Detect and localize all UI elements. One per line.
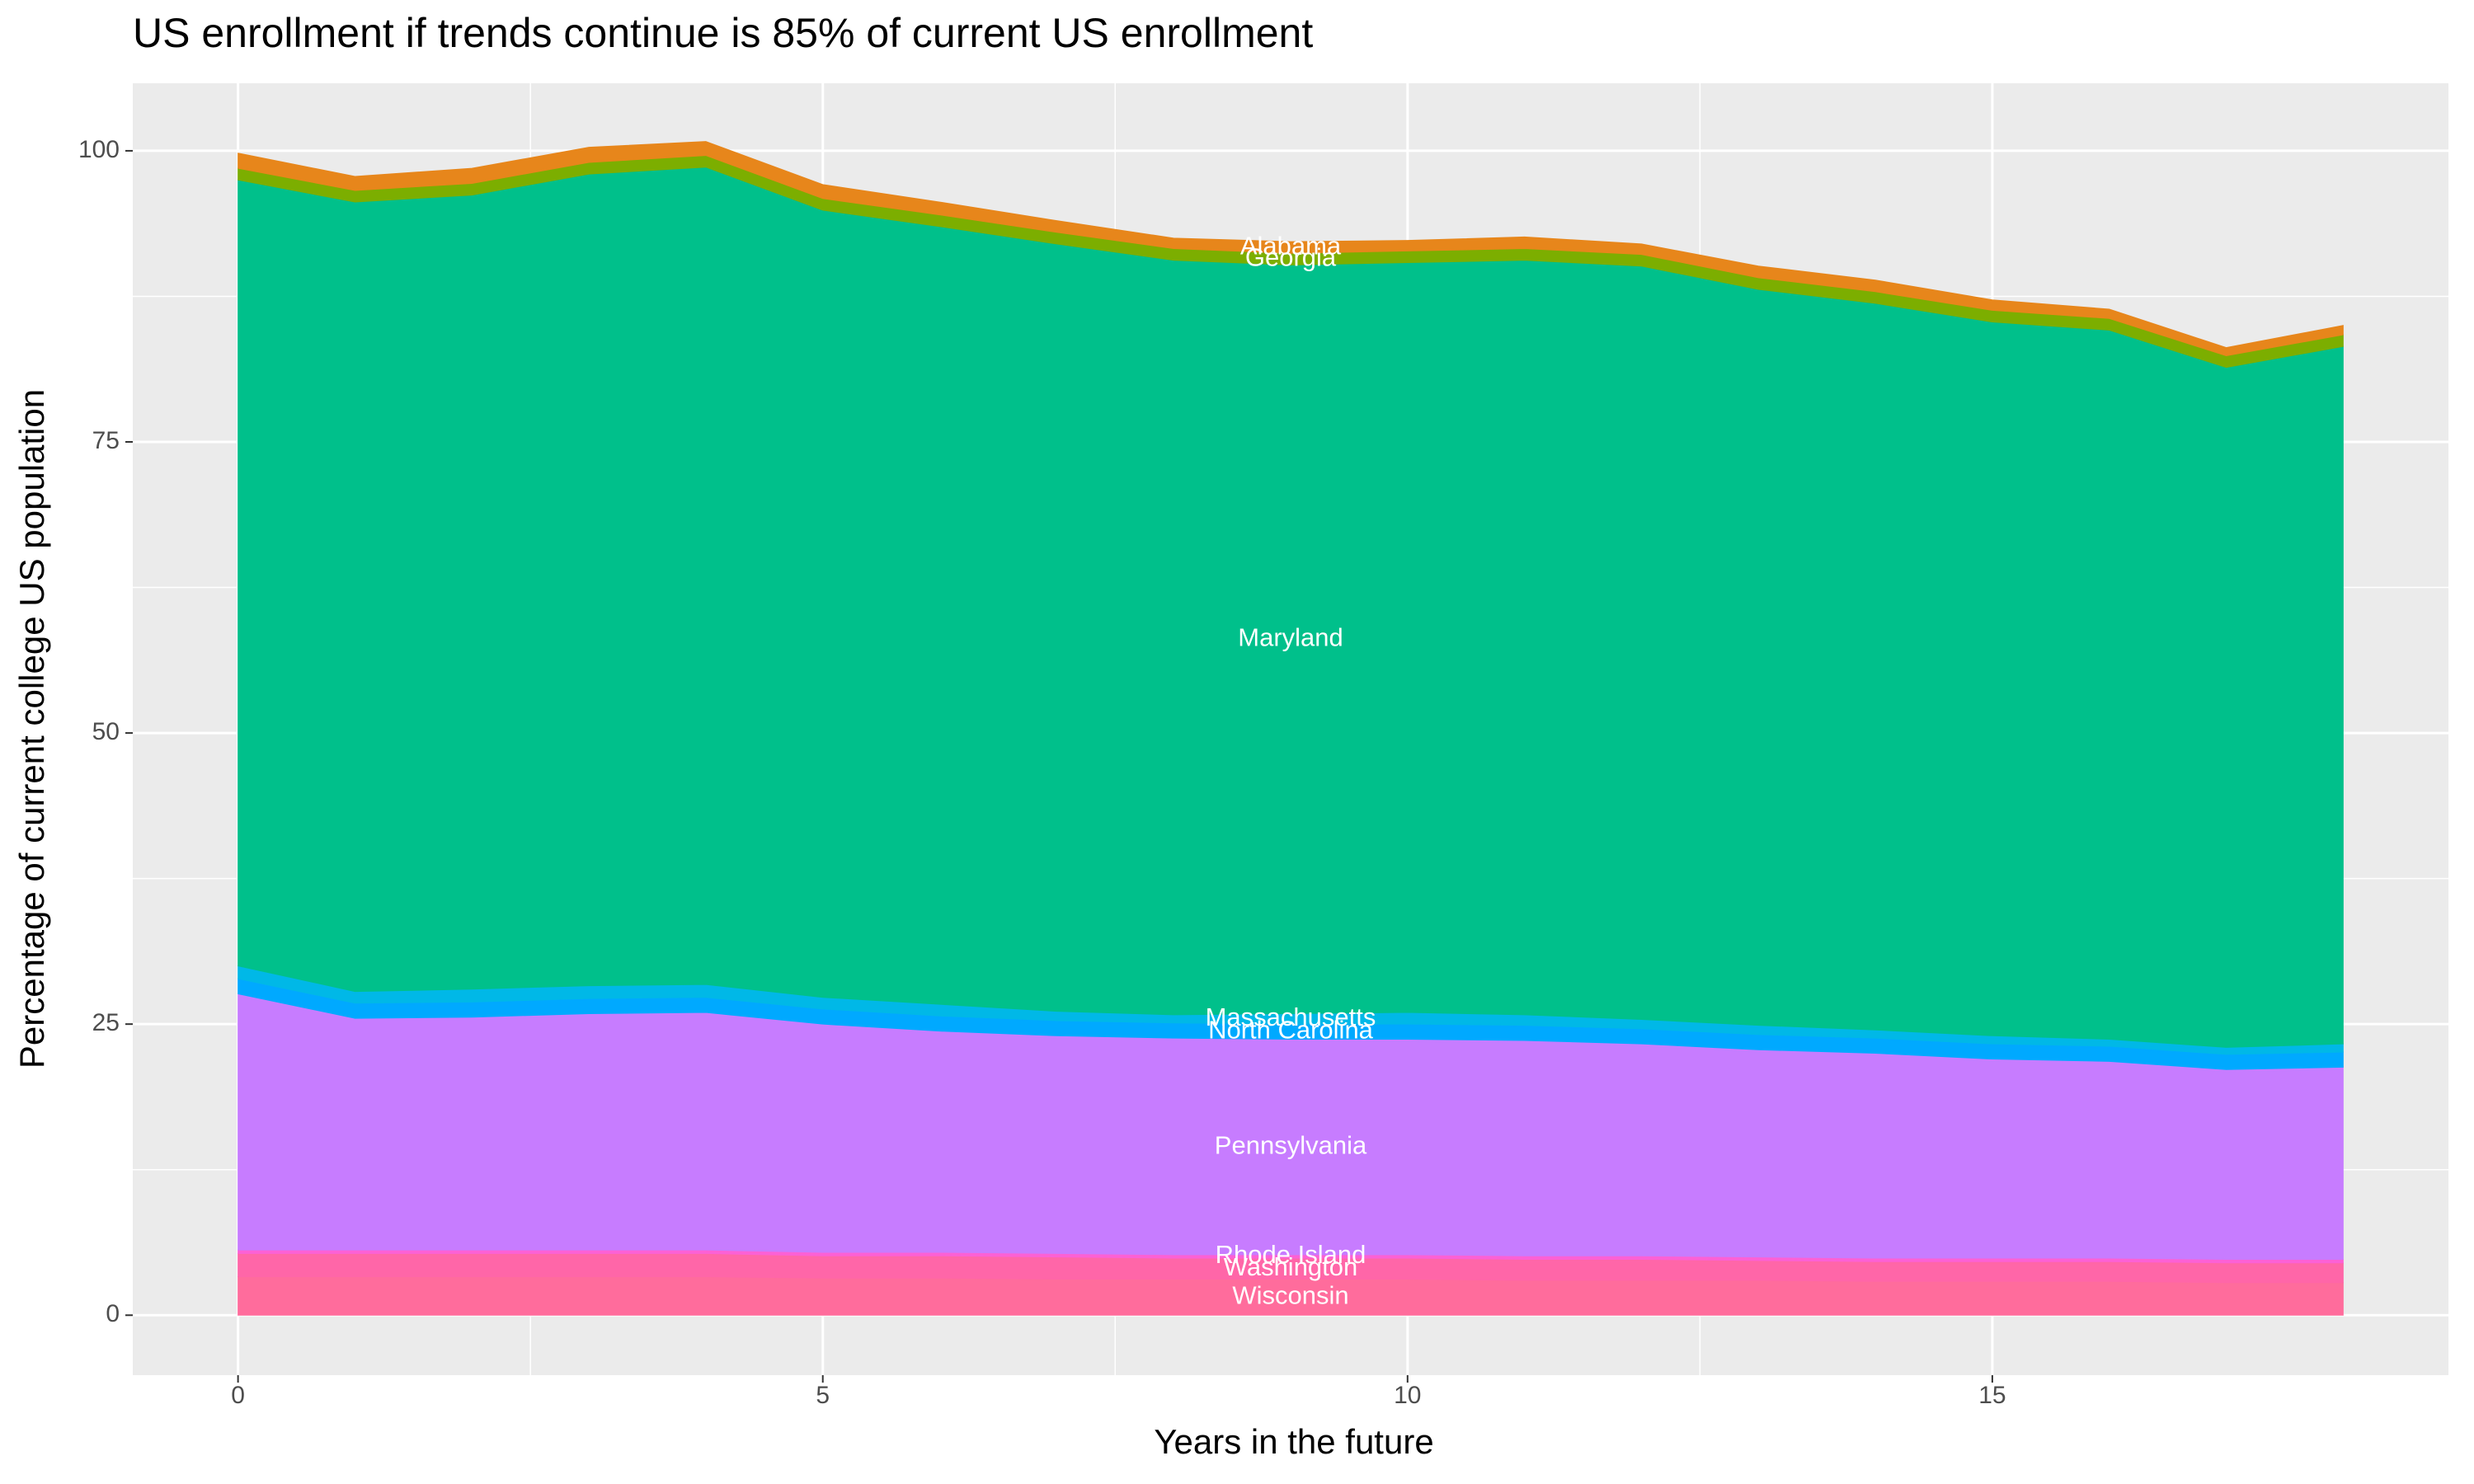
y-tick-label: 0 [106, 1300, 120, 1327]
area-label: Massachusetts [1206, 1003, 1376, 1031]
area-label: Wisconsin [1232, 1281, 1348, 1310]
area-label: Alabama [1240, 231, 1342, 260]
area-label: Georgia [1245, 242, 1337, 271]
area [238, 141, 2344, 357]
area-label: Rhode Island [1216, 1240, 1366, 1269]
x-tick-label: 15 [1978, 1382, 2006, 1409]
y-tick-label: 25 [92, 1009, 120, 1036]
area-label: Maryland [1238, 623, 1343, 652]
x-tick-label: 10 [1394, 1382, 1421, 1409]
area-label: Washington [1224, 1252, 1358, 1281]
y-tick-label: 50 [92, 718, 120, 745]
area-label: North Carolina [1208, 1016, 1374, 1045]
chart-title: US enrollment if trends continue is 85% … [133, 10, 1313, 56]
x-tick-label: 0 [231, 1382, 245, 1409]
y-tick-label: 75 [92, 427, 120, 454]
x-axis-title: Years in the future [1154, 1422, 1433, 1461]
x-tick-label: 5 [816, 1382, 830, 1409]
y-tick-label: 100 [78, 136, 120, 163]
area-label: Pennsylvania [1215, 1130, 1367, 1159]
y-axis-title: Percentage of current college US populat… [12, 389, 51, 1068]
